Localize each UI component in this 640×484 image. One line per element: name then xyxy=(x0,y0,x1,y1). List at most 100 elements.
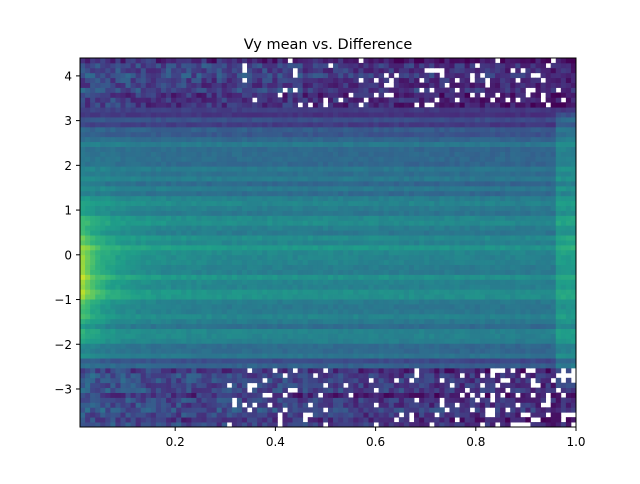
heatmap-cell xyxy=(257,407,263,413)
heatmap-cell xyxy=(125,176,132,182)
heatmap-cell xyxy=(252,289,258,295)
heatmap-cell xyxy=(525,338,531,344)
heatmap-cell xyxy=(166,367,172,374)
heatmap-cell xyxy=(191,397,197,403)
heatmap-cell xyxy=(419,220,425,226)
heatmap-cell xyxy=(130,244,137,251)
heatmap-cell xyxy=(252,333,258,339)
heatmap-cell xyxy=(317,274,324,280)
heatmap-cell xyxy=(155,387,162,393)
heatmap-cell xyxy=(439,269,445,275)
heatmap-cell xyxy=(434,338,440,344)
heatmap-cell xyxy=(95,200,101,206)
heatmap-cell xyxy=(85,289,91,295)
heatmap-cell xyxy=(95,220,101,226)
heatmap-cell xyxy=(565,289,572,295)
heatmap-cell xyxy=(560,407,567,413)
heatmap-cell xyxy=(459,249,466,256)
heatmap-cell xyxy=(419,230,425,236)
heatmap-cell xyxy=(317,348,324,354)
heatmap-cell xyxy=(150,171,157,177)
heatmap-cell xyxy=(282,244,288,251)
heatmap-cell xyxy=(150,244,157,251)
heatmap-cell xyxy=(454,348,460,354)
heatmap-cell xyxy=(444,299,450,305)
heatmap-cell xyxy=(348,308,354,315)
heatmap-cell xyxy=(328,195,334,202)
heatmap-cell xyxy=(211,259,218,266)
heatmap-cell xyxy=(241,358,248,364)
heatmap-cell xyxy=(540,274,547,280)
heatmap-cell xyxy=(186,387,192,393)
heatmap-cell xyxy=(277,377,283,384)
heatmap-cell xyxy=(383,308,390,315)
heatmap-cell xyxy=(140,274,147,280)
heatmap-cell xyxy=(408,259,415,266)
heatmap-cell xyxy=(277,269,283,275)
heatmap-cell xyxy=(196,308,202,315)
heatmap-cell xyxy=(282,367,288,374)
heatmap-cell xyxy=(348,205,354,211)
heatmap-cell xyxy=(302,195,309,202)
heatmap-cell xyxy=(105,225,111,231)
heatmap-cell xyxy=(100,284,106,290)
heatmap-cell xyxy=(206,171,212,177)
heatmap-cell xyxy=(257,254,263,261)
heatmap-cell xyxy=(368,363,374,369)
heatmap-cell xyxy=(201,328,207,334)
heatmap-cell xyxy=(373,407,380,413)
heatmap-cell xyxy=(449,422,455,428)
heatmap-cell xyxy=(328,269,334,275)
heatmap-cell xyxy=(257,304,263,310)
heatmap-cell xyxy=(236,289,243,295)
heatmap-cell xyxy=(454,254,460,261)
heatmap-cell xyxy=(211,240,218,246)
heatmap-cell xyxy=(186,225,192,231)
heatmap-cell xyxy=(267,387,273,393)
heatmap-cell xyxy=(267,225,273,231)
heatmap-cell xyxy=(495,328,501,334)
heatmap-cell xyxy=(292,274,299,280)
heatmap-cell xyxy=(176,358,182,364)
heatmap-cell xyxy=(373,397,380,403)
heatmap-cell xyxy=(166,166,172,172)
heatmap-cell xyxy=(550,249,557,256)
heatmap-cell xyxy=(328,308,334,315)
heatmap-cell xyxy=(317,264,324,270)
heatmap-cell xyxy=(277,264,283,270)
heatmap-cell xyxy=(444,397,450,403)
heatmap-cell xyxy=(292,407,299,413)
heatmap-cell xyxy=(211,299,218,305)
heatmap-cell xyxy=(247,323,253,329)
heatmap-cell xyxy=(241,407,248,413)
heatmap-cell xyxy=(115,318,121,325)
heatmap-cell xyxy=(363,343,369,349)
heatmap-cell xyxy=(322,402,329,408)
heatmap-cell xyxy=(414,313,420,320)
heatmap-cell xyxy=(363,264,369,270)
heatmap-cell xyxy=(515,348,521,354)
heatmap-cell xyxy=(160,392,167,398)
heatmap-cell xyxy=(317,294,324,300)
heatmap-cell xyxy=(444,348,450,354)
heatmap-cell xyxy=(95,308,101,315)
heatmap-cell xyxy=(160,244,167,251)
heatmap-cell xyxy=(110,190,116,197)
heatmap-cell xyxy=(292,215,299,221)
heatmap-cell xyxy=(196,269,202,275)
heatmap-cell xyxy=(176,171,182,177)
heatmap-cell xyxy=(231,353,238,359)
heatmap-cell xyxy=(474,392,481,398)
heatmap-cell xyxy=(388,235,395,241)
heatmap-cell xyxy=(171,269,177,275)
heatmap-cell xyxy=(540,225,547,231)
heatmap-cell xyxy=(130,353,137,359)
heatmap-cell xyxy=(530,338,536,344)
heatmap-cell xyxy=(257,264,263,270)
heatmap-cell xyxy=(105,304,111,310)
heatmap-cell xyxy=(464,244,471,251)
heatmap-cell xyxy=(125,323,132,329)
heatmap-cell xyxy=(464,210,471,216)
heatmap-cell xyxy=(403,294,410,300)
heatmap-cell xyxy=(530,323,536,329)
